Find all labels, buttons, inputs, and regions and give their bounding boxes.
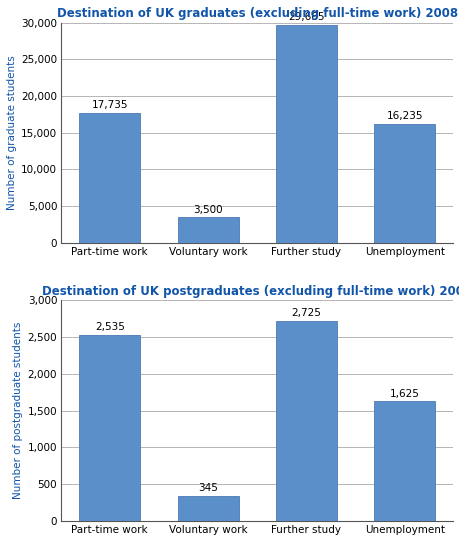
Text: 2,725: 2,725	[291, 308, 321, 318]
Bar	[275, 321, 336, 521]
Bar	[177, 217, 238, 243]
Bar	[275, 25, 336, 243]
Text: 2,535: 2,535	[95, 322, 124, 332]
Text: 29,665: 29,665	[287, 12, 324, 22]
Title: Destination of UK graduates (excluding full-time work) 2008: Destination of UK graduates (excluding f…	[56, 7, 457, 20]
Bar	[177, 495, 238, 521]
Y-axis label: Number of graduate students: Number of graduate students	[7, 55, 17, 210]
Bar	[79, 113, 140, 243]
Title: Destination of UK postgraduates (excluding full-time work) 2008: Destination of UK postgraduates (excludi…	[42, 285, 459, 298]
Text: 1,625: 1,625	[389, 389, 419, 399]
Text: 17,735: 17,735	[91, 100, 128, 110]
Bar	[79, 334, 140, 521]
Text: 16,235: 16,235	[386, 111, 422, 121]
Bar	[374, 124, 434, 243]
Bar	[374, 402, 434, 521]
Text: 345: 345	[198, 483, 218, 493]
Text: 3,500: 3,500	[193, 204, 222, 215]
Y-axis label: Number of postgraduate students: Number of postgraduate students	[13, 322, 23, 499]
